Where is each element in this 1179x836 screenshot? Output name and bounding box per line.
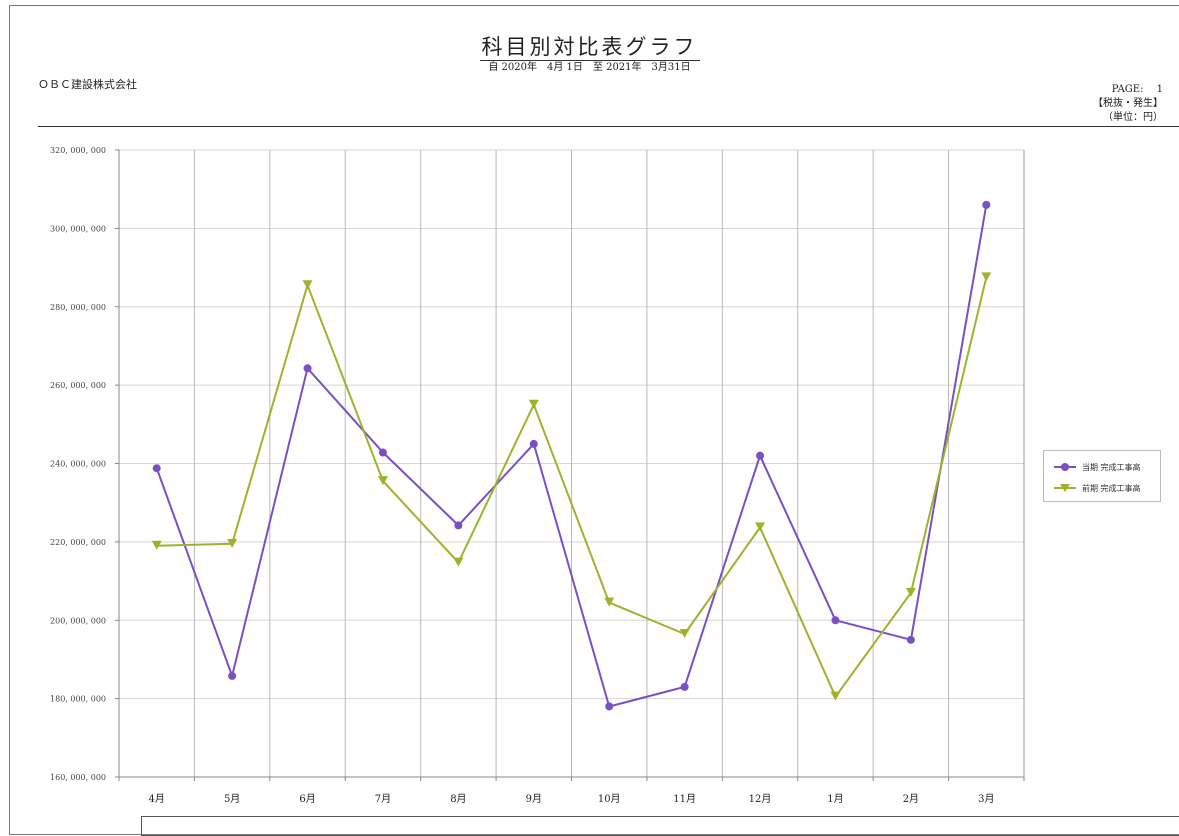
x-tick-label: 8月 [450, 793, 466, 805]
data-point-current [605, 702, 613, 710]
data-point-previous [604, 598, 614, 607]
data-point-previous [981, 272, 991, 281]
y-tick-label: 220, 000, 000 [50, 538, 106, 547]
data-point-previous [453, 558, 463, 567]
legend-circle-icon [1061, 463, 1069, 471]
legend-label-previous: 前期 完成工事高 [1082, 483, 1141, 494]
data-point-current [831, 616, 839, 624]
y-tick-label: 280, 000, 000 [50, 303, 106, 312]
legend-marker-previous [1054, 483, 1076, 493]
y-tick-label: 180, 000, 000 [50, 695, 106, 704]
data-point-previous [303, 280, 313, 289]
legend-marker-current [1054, 462, 1076, 472]
x-tick-label: 3月 [978, 793, 994, 805]
x-tick-label: 6月 [299, 793, 315, 805]
y-tick-label: 300, 000, 000 [50, 224, 106, 233]
data-point-current [982, 201, 990, 209]
x-tick-label: 11月 [673, 793, 696, 805]
y-tick-label: 320, 000, 000 [50, 146, 106, 155]
data-point-current [756, 452, 764, 460]
x-tick-label: 5月 [224, 793, 240, 805]
x-tick-label: 2月 [903, 793, 919, 805]
legend-item-current: 当期 完成工事高 [1054, 460, 1141, 474]
x-tick-label: 9月 [526, 793, 542, 805]
data-point-previous [906, 588, 916, 597]
data-point-current [228, 672, 236, 680]
y-tick-label: 260, 000, 000 [50, 381, 106, 390]
x-tick-label: 4月 [149, 793, 165, 805]
data-point-previous [529, 400, 539, 409]
data-point-current [681, 683, 689, 691]
chart-legend: 当期 完成工事高 前期 完成工事高 [1043, 450, 1161, 502]
x-tick-label: 7月 [375, 793, 391, 805]
legend-item-previous: 前期 完成工事高 [1054, 481, 1141, 495]
x-tick-label: 10月 [598, 793, 621, 805]
legend-label-current: 当期 完成工事高 [1082, 462, 1141, 473]
data-point-previous [830, 692, 840, 701]
data-point-current [379, 449, 387, 457]
data-point-current [304, 364, 312, 372]
footer-box [141, 816, 1179, 836]
x-tick-label: 1月 [827, 793, 843, 805]
x-tick-label: 12月 [749, 793, 772, 805]
y-tick-label: 160, 000, 000 [50, 773, 106, 782]
chart-axes: 160, 000, 000 180, 000, 000 200, 000, 000 2… [50, 146, 1024, 805]
data-point-current [907, 636, 915, 644]
data-point-previous [755, 522, 765, 531]
data-point-current [454, 521, 462, 529]
data-point-current [153, 464, 161, 472]
y-tick-label: 200, 000, 000 [50, 616, 106, 625]
data-point-current [530, 440, 538, 448]
y-tick-label: 240, 000, 000 [50, 460, 106, 469]
